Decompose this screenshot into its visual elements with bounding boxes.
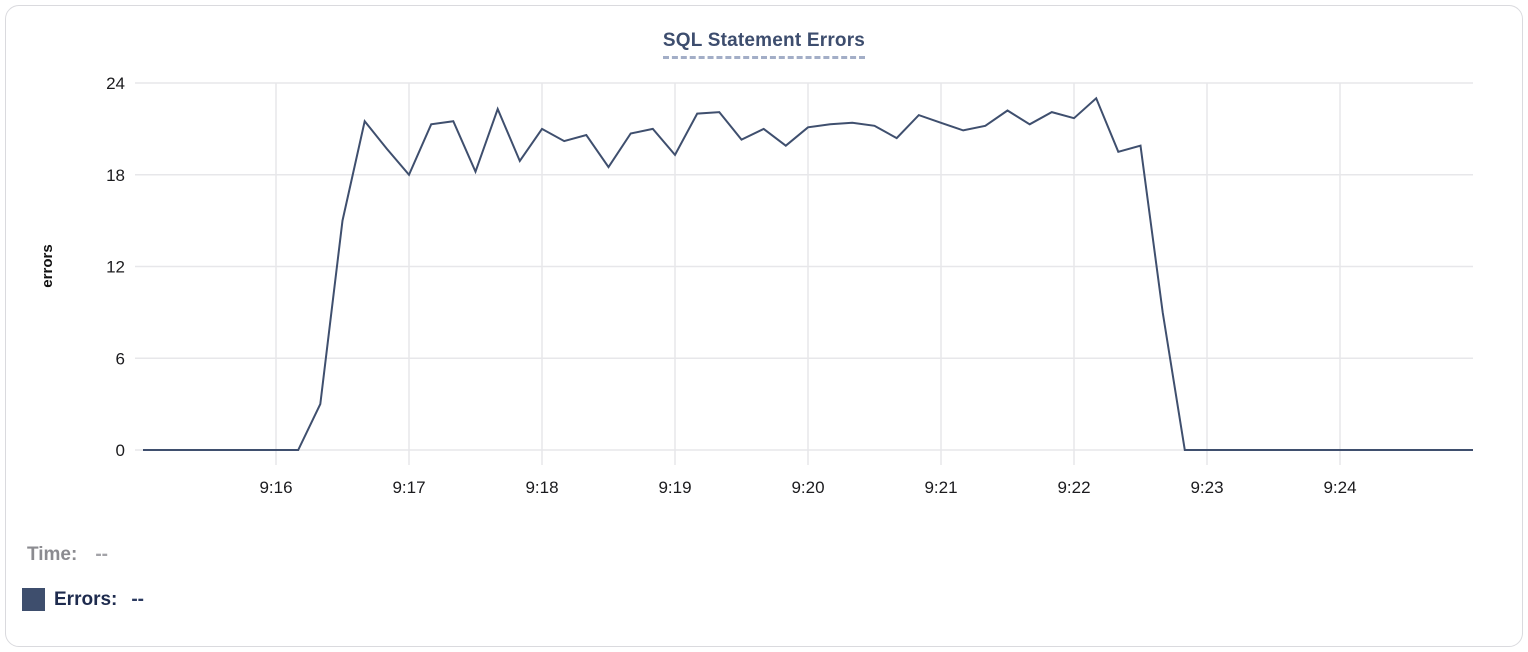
x-tick-label: 9:16	[259, 478, 292, 497]
y-tick-label: 0	[116, 441, 125, 460]
chart-title-wrap: SQL Statement Errors	[0, 30, 1528, 59]
errors-value: --	[131, 588, 145, 610]
time-label: Time:	[27, 544, 78, 565]
errors-line-series[interactable]	[143, 96, 1473, 451]
x-tick-label: 9:20	[791, 478, 824, 497]
errors-series-swatch	[22, 588, 45, 611]
time-value: --	[95, 544, 108, 565]
legend-row-errors: Errors: --	[22, 588, 144, 611]
errors-chart[interactable]: 0 6 12 18 24 9:16 9:17 9:18 9:19 9:20 9:21 9:22 9:23…	[0, 0, 1528, 512]
y-tick-label: 18	[106, 166, 125, 185]
legend-row-time: Time: --	[27, 544, 144, 566]
y-tick-label: 24	[106, 74, 125, 93]
x-tick-label: 9:19	[658, 478, 691, 497]
x-tick-label: 9:21	[924, 478, 957, 497]
errors-label: Errors:	[54, 588, 118, 610]
x-tick-label: 9:24	[1323, 478, 1356, 497]
x-tick-label: 9:23	[1190, 478, 1223, 497]
x-tick-label: 9:22	[1057, 478, 1090, 497]
chart-title[interactable]: SQL Statement Errors	[662, 30, 866, 59]
chart-card	[5, 5, 1523, 647]
chart-legend: Time: -- Errors: --	[0, 538, 144, 611]
y-axis-title: errors	[39, 244, 56, 288]
y-tick-label: 6	[116, 349, 125, 368]
y-tick-label: 12	[106, 258, 125, 277]
x-tick-label: 9:18	[525, 478, 558, 497]
x-tick-label: 9:17	[392, 478, 425, 497]
